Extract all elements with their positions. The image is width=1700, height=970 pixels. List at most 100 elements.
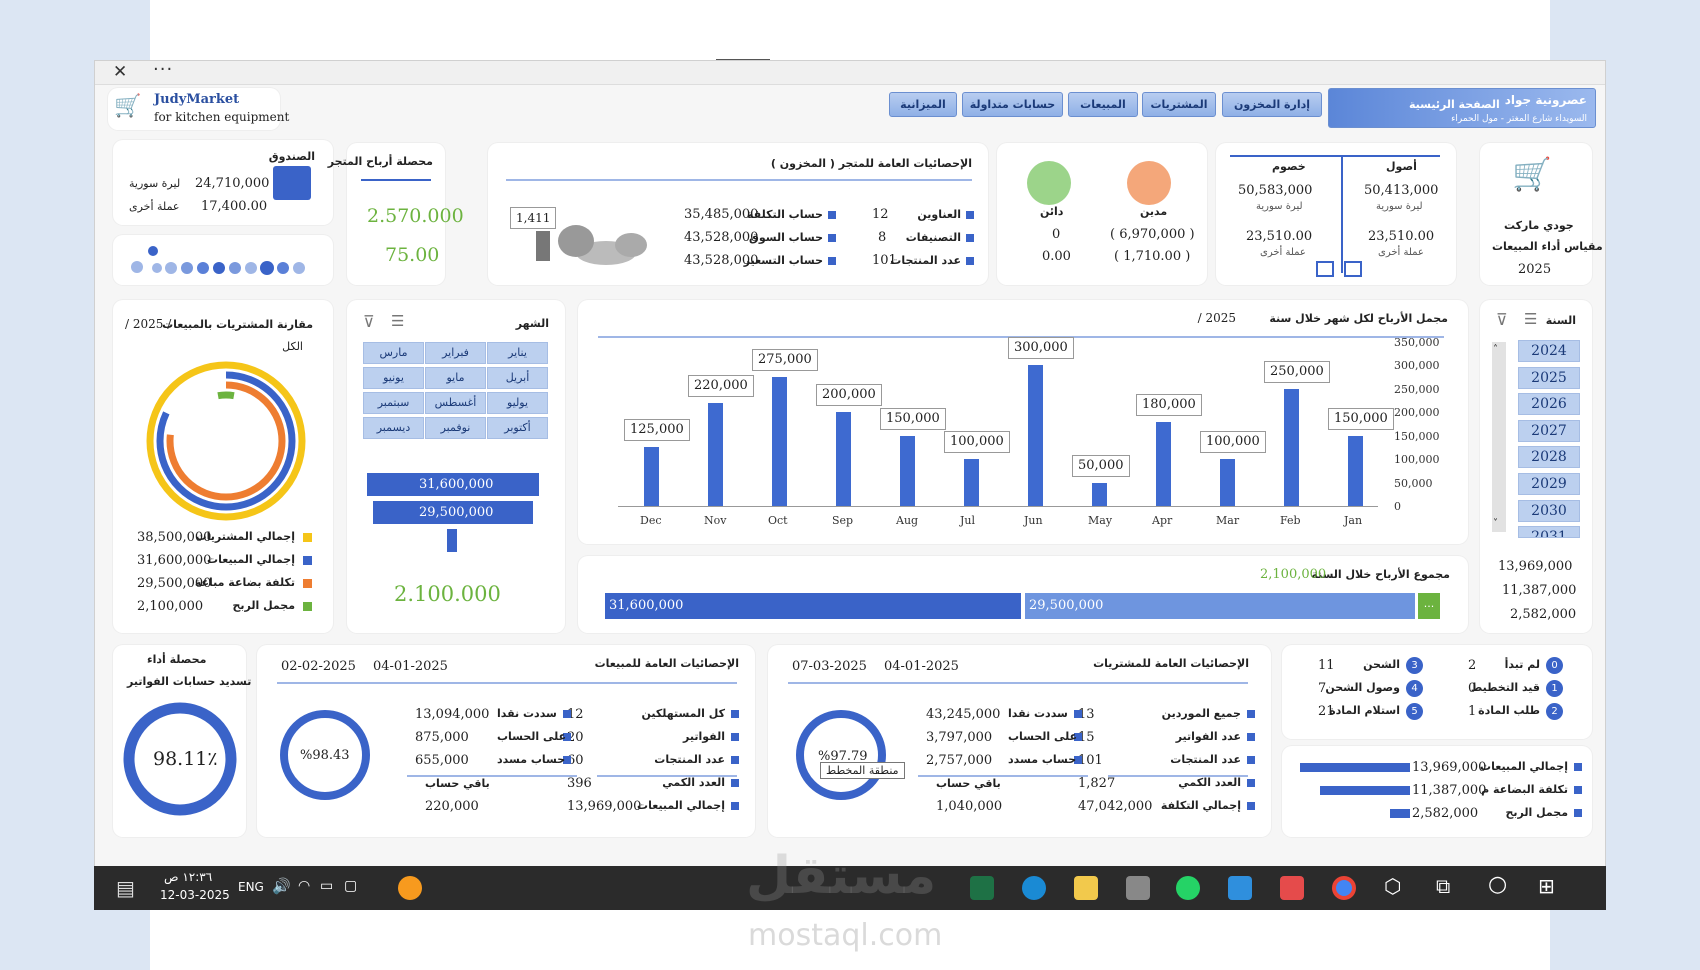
language-indicator[interactable]: ENG [238, 880, 264, 894]
stat-label: على الحساب [497, 730, 567, 743]
stat-label: عدد الفواتير [1175, 730, 1241, 743]
bar-data-label: 220,000 [688, 374, 754, 397]
month-button[interactable]: يناير [487, 342, 548, 364]
year-button[interactable]: 2030 [1518, 499, 1580, 522]
excel-icon[interactable] [970, 876, 994, 900]
purchase-divider [788, 682, 1248, 684]
search-icon[interactable]: ○ [1488, 872, 1508, 897]
year-button[interactable]: 2025 [1518, 366, 1580, 389]
scroll-down-icon[interactable]: ˅ [1493, 518, 1498, 529]
assets-top-line [1230, 155, 1440, 157]
legend-swatch [303, 602, 312, 611]
profit-percent: 75.00 [385, 244, 440, 266]
stat-label: جميع الموردين [1161, 707, 1241, 720]
year-profit-card: مجموع الأرباح خلال السنة 2,100,000 31,60… [578, 556, 1468, 633]
file-explorer-icon[interactable] [1074, 876, 1098, 900]
year-button[interactable]: 2024 [1518, 340, 1580, 362]
month-button[interactable]: أغسطس [425, 392, 486, 414]
progress-dots [131, 246, 305, 275]
stat-label: إجمالي المبيعات [637, 799, 725, 812]
year-scrollbar[interactable] [1492, 342, 1506, 532]
building-icon [1344, 261, 1362, 277]
year-multi-select-icon[interactable]: ☰ [1524, 310, 1538, 328]
year-button[interactable]: 2027 [1518, 419, 1580, 442]
stat-label: عدد المنتجات [654, 753, 725, 766]
calculator-icon[interactable] [1126, 876, 1150, 900]
y-tick-label: 0 [1394, 500, 1401, 513]
sidebar-subtitle: مقياس أداء المبيعات [1492, 240, 1603, 253]
cube-3d-icon[interactable]: ⬡ [1384, 874, 1402, 898]
notification-icon[interactable]: ▤ [116, 876, 135, 900]
tab-sales[interactable]: المبيعات [1068, 92, 1138, 117]
year-profit-value: 2,100,000 [1260, 567, 1327, 582]
wifi-icon[interactable]: ◠ [298, 878, 311, 894]
sales-stats-title: الإحصائيات العامة للمبيعات [594, 657, 739, 670]
month-button[interactable]: أبريل [487, 367, 548, 389]
status-number-badge: 4 [1406, 680, 1423, 697]
year-button[interactable]: 2028 [1518, 446, 1580, 469]
month-button[interactable]: أكتوبر [487, 417, 548, 439]
battery-icon[interactable]: ▭ [320, 878, 334, 894]
year-button[interactable]: 2026 [1518, 393, 1580, 416]
multi-select-icon[interactable]: ☰ [391, 312, 405, 330]
legend-swatch [303, 533, 312, 542]
status-label: لم تبدأ [1504, 658, 1540, 671]
tab-current-accounts[interactable]: حسابات متداولة [962, 92, 1063, 117]
legend-label: تكلفة بضاعة مباعة [194, 576, 295, 589]
windows-start-icon[interactable]: ⊞ [1538, 874, 1555, 898]
x-tick-label: Jan [1344, 514, 1363, 527]
month-button[interactable]: مايو [425, 367, 486, 389]
clear-filter-icon[interactable]: ⊽ [363, 312, 375, 331]
funnel-bar-sales [367, 473, 539, 496]
purchase-percent: %97.79 [818, 749, 868, 764]
tab-inventory[interactable]: إدارة المخزون [1222, 92, 1322, 117]
liabilities-unit2: عملة أخرى [1260, 247, 1306, 258]
title-bar: ✕ ··· [95, 59, 1605, 85]
month-button[interactable]: سبتمبر [363, 392, 424, 414]
chart-bar [1348, 435, 1363, 506]
pricing-value: 43,528,000 [684, 253, 759, 268]
stat-label: على الحساب [1008, 730, 1078, 743]
status-label: قيد التخطيط [1470, 681, 1540, 694]
month-button[interactable]: يونيو [363, 367, 424, 389]
month-button[interactable]: مارس [363, 342, 424, 364]
status-value: 21 [1318, 704, 1335, 719]
categories-label: التصنيفات [905, 231, 961, 244]
chart-bar [644, 447, 659, 506]
year-button[interactable]: 2031 [1518, 526, 1580, 539]
year-clear-filter-icon[interactable]: ⊽ [1496, 310, 1508, 329]
year-button[interactable]: 2029 [1518, 473, 1580, 495]
month-button[interactable]: نوفمبر [425, 417, 486, 439]
compare-donut [146, 361, 306, 521]
scroll-up-icon[interactable]: ˄ [1493, 344, 1498, 355]
close-icon[interactable]: ✕ [113, 62, 128, 82]
edge-icon[interactable] [1022, 876, 1046, 900]
tab-purchases[interactable]: المشتريات [1142, 92, 1216, 117]
windows-taskbar: ▤ ١٢:٣٦ ص 12-03-2025 ENG 🔊 ◠ ▭ ▢ ⬡ ⧉ ○ ⊞ [94, 866, 1606, 910]
tab-home[interactable]: عصرونية جواد الصفحة الرئيسية السويداء شا… [1328, 88, 1596, 128]
stat-bullet [563, 733, 571, 741]
invoice-percent: 98.11٪ [153, 748, 218, 770]
chrome-icon[interactable] [1332, 876, 1356, 900]
meet-icon[interactable]: ▢ [344, 878, 358, 894]
mail-icon[interactable] [1228, 876, 1252, 900]
app-orange-icon[interactable] [398, 876, 422, 900]
funnel-sales-value: 31,600,000 [419, 477, 494, 492]
chart-bar [1156, 421, 1171, 506]
bar-data-label: 150,000 [1328, 407, 1394, 430]
cashbox-card: الصندوق 24,710,000 ليرة سورية 17,400.00 … [113, 140, 333, 225]
legend-label: مجمل الربح [232, 599, 295, 612]
month-button[interactable]: ديسمبر [363, 417, 424, 439]
store-stats-col1: العناوين التصنيفات عدد المنتجات [890, 203, 974, 272]
stat-label: كل المستهلكين [641, 707, 725, 720]
month-button[interactable]: يوليو [487, 392, 548, 414]
store-icon[interactable] [1280, 876, 1304, 900]
month-button[interactable]: فبراير [425, 342, 486, 364]
liabilities-value: 50,583,000 [1238, 183, 1313, 198]
tab-balance-sheet[interactable]: الميزانية [889, 92, 957, 117]
task-view-icon[interactable]: ⧉ [1436, 874, 1451, 898]
volume-icon[interactable]: 🔊 [272, 877, 291, 895]
whatsapp-icon[interactable] [1176, 876, 1200, 900]
sidebar-logo-card: 🛒 جودي ماركت مقياس أداء المبيعات 2025 [1480, 143, 1603, 285]
more-options-icon[interactable]: ··· [153, 59, 174, 80]
